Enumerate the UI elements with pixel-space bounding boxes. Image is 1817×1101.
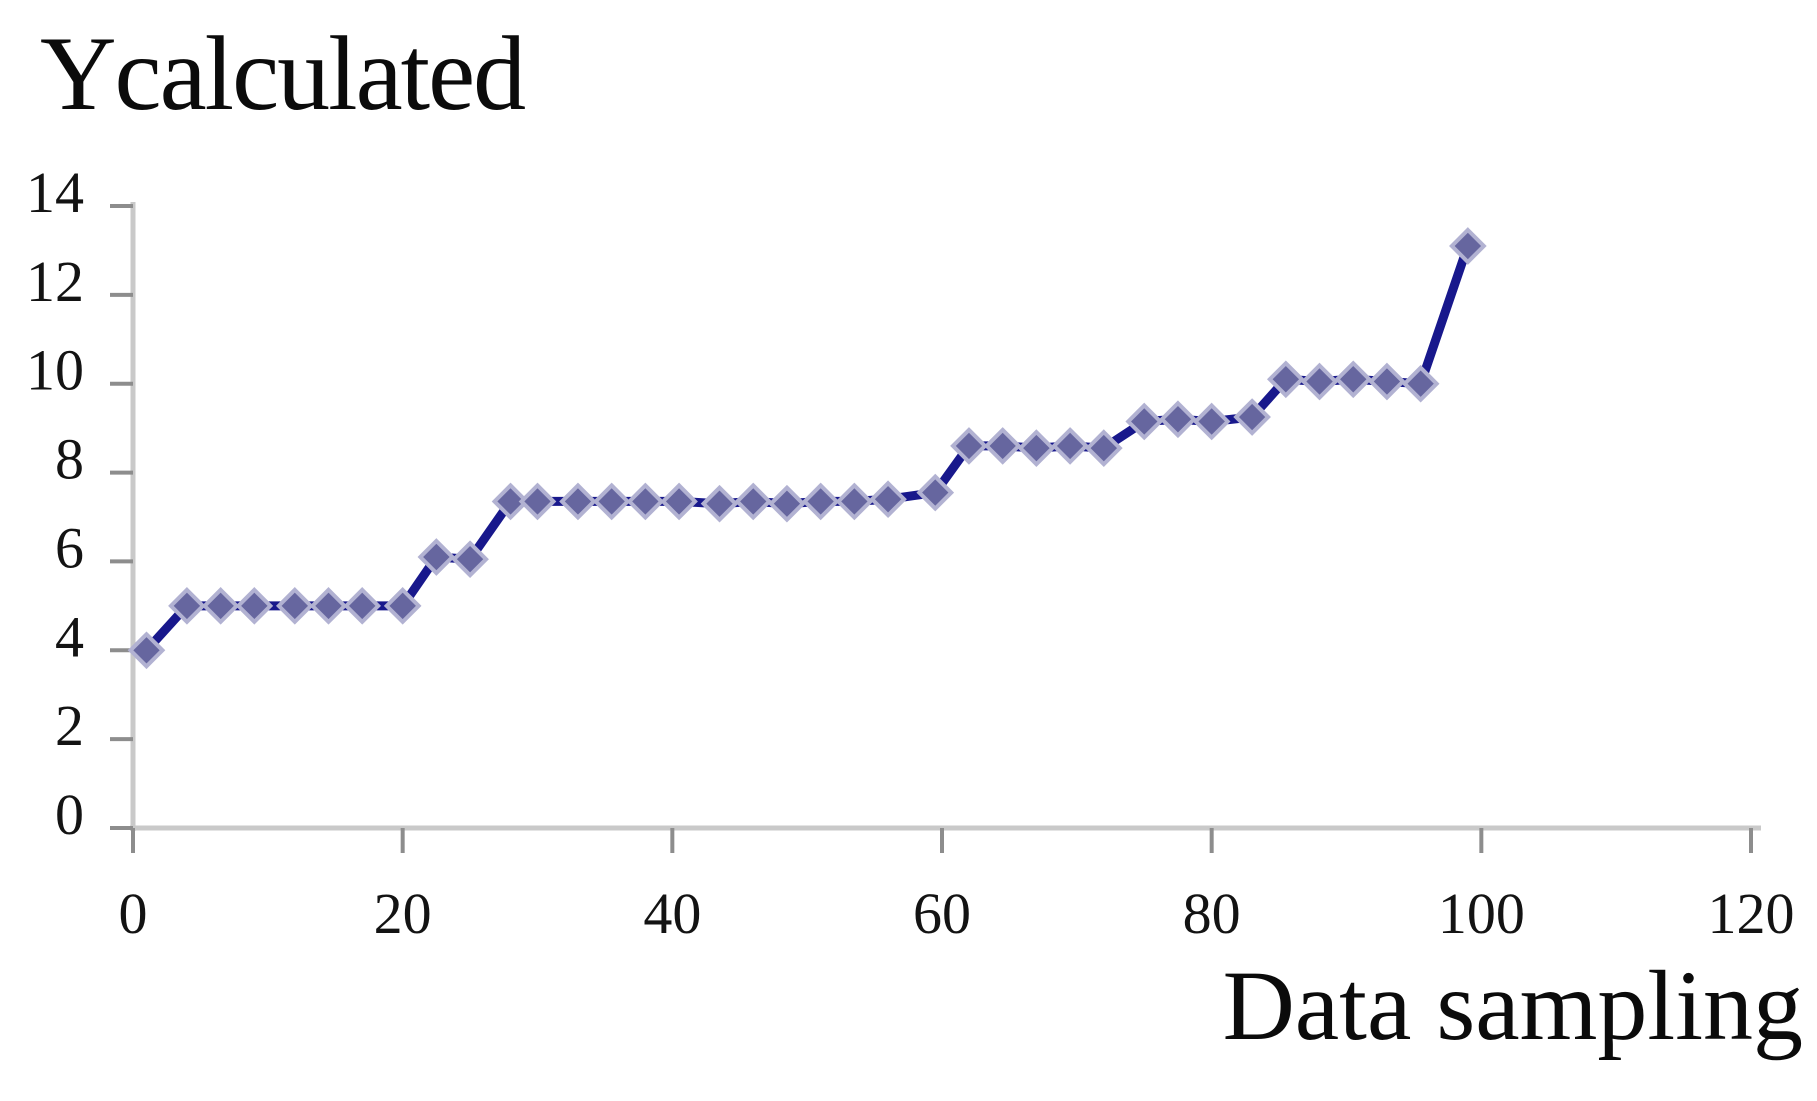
data-point-marker xyxy=(168,587,206,625)
data-point-marker xyxy=(916,473,955,512)
data-point-marker xyxy=(201,587,240,625)
data-point-marker xyxy=(1125,402,1164,441)
y-tick-label: 4 xyxy=(55,604,84,669)
data-point-marker xyxy=(491,482,530,521)
data-point-marker xyxy=(235,587,274,625)
x-tick-label: 120 xyxy=(1708,881,1795,946)
x-tick-label: 60 xyxy=(913,881,971,946)
x-tick-label: 80 xyxy=(1183,881,1241,946)
x-tick-label: 0 xyxy=(119,881,148,946)
data-series-line xyxy=(142,241,1473,655)
data-point-marker xyxy=(1233,398,1271,436)
data-point-marker xyxy=(1334,360,1373,399)
data-point-marker xyxy=(869,480,907,519)
x-tick-label: 20 xyxy=(374,881,432,946)
data-point-marker xyxy=(660,482,698,521)
y-tick-label: 0 xyxy=(55,782,84,847)
data-point-marker xyxy=(1192,402,1231,441)
data-point-marker xyxy=(127,631,166,670)
data-point-marker xyxy=(835,482,874,521)
data-point-marker xyxy=(1449,227,1487,265)
data-point-marker xyxy=(451,540,489,579)
data-point-marker xyxy=(1368,362,1406,401)
data-point-marker xyxy=(518,482,557,521)
x-tick-label: 100 xyxy=(1438,881,1525,946)
x-tick-label: 40 xyxy=(643,881,701,946)
data-point-marker xyxy=(417,538,456,576)
data-point-marker xyxy=(801,482,840,521)
data-point-marker xyxy=(768,484,806,523)
data-point-marker xyxy=(983,427,1022,465)
data-point-marker xyxy=(1266,360,1305,399)
data-point-marker xyxy=(1300,362,1339,401)
data-point-marker xyxy=(1401,364,1440,403)
data-point-marker xyxy=(1084,429,1123,467)
y-tick-label: 6 xyxy=(55,515,84,580)
data-point-marker xyxy=(626,482,665,521)
x-axis-label: Data sampling xyxy=(1222,950,1803,1061)
chart-title: Ycalculated xyxy=(40,15,526,132)
data-point-marker xyxy=(592,482,631,521)
y-tick-label: 10 xyxy=(26,338,84,403)
data-point-marker xyxy=(950,427,988,465)
y-tick-label: 8 xyxy=(55,427,84,492)
data-point-marker xyxy=(1159,400,1197,439)
y-tick-label: 12 xyxy=(26,249,84,314)
data-point-marker xyxy=(1017,429,1056,467)
data-point-marker xyxy=(343,587,382,625)
data-point-marker xyxy=(559,482,597,521)
data-point-marker xyxy=(734,482,773,521)
data-point-marker xyxy=(383,587,422,625)
data-point-marker xyxy=(309,587,348,625)
data-point-marker xyxy=(700,484,739,523)
data-point-marker xyxy=(275,587,314,625)
data-point-marker xyxy=(1051,427,1089,465)
y-tick-label: 2 xyxy=(55,693,84,758)
y-tick-label: 14 xyxy=(26,160,84,225)
